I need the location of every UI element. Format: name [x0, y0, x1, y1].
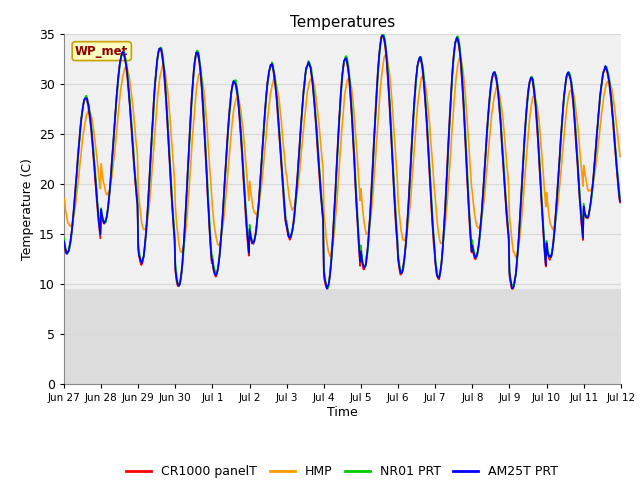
- NR01 PRT: [379, 30, 387, 36]
- AM25T PRT: [213, 270, 221, 276]
- HMP: [410, 146, 418, 152]
- CR1000 panelT: [616, 200, 624, 205]
- NR01 PRT: [616, 195, 624, 201]
- AM25T PRT: [428, 200, 435, 205]
- NR01 PRT: [428, 195, 435, 201]
- Line: HMP: HMP: [64, 55, 620, 258]
- AM25T PRT: [616, 199, 624, 204]
- CR1000 panelT: [378, 33, 386, 39]
- AM25T PRT: [184, 168, 191, 174]
- CR1000 panelT: [70, 203, 78, 209]
- CR1000 panelT: [213, 269, 221, 275]
- AM25T PRT: [379, 33, 387, 38]
- AM25T PRT: [127, 121, 135, 127]
- Title: Temperatures: Temperatures: [290, 15, 395, 30]
- AM25T PRT: [412, 89, 419, 95]
- X-axis label: Time: Time: [327, 406, 358, 419]
- HMP: [616, 154, 624, 159]
- HMP: [427, 136, 435, 142]
- Line: NR01 PRT: NR01 PRT: [64, 33, 620, 288]
- Legend: CR1000 panelT, HMP, NR01 PRT, AM25T PRT: CR1000 panelT, HMP, NR01 PRT, AM25T PRT: [122, 460, 563, 480]
- NR01 PRT: [412, 91, 419, 97]
- NR01 PRT: [184, 174, 191, 180]
- AM25T PRT: [323, 286, 331, 291]
- Bar: [64, 289, 621, 384]
- AM25T PRT: [70, 204, 78, 210]
- NR01 PRT: [70, 206, 78, 212]
- Y-axis label: Temperature (C): Temperature (C): [20, 158, 33, 260]
- NR01 PRT: [60, 235, 68, 241]
- HMP: [70, 212, 78, 217]
- HMP: [184, 204, 191, 210]
- CR1000 panelT: [427, 192, 435, 197]
- CR1000 panelT: [410, 98, 418, 104]
- Line: CR1000 panelT: CR1000 panelT: [64, 36, 620, 289]
- Line: AM25T PRT: AM25T PRT: [64, 36, 620, 288]
- HMP: [513, 255, 520, 261]
- HMP: [213, 239, 221, 245]
- HMP: [127, 90, 135, 96]
- CR1000 panelT: [509, 286, 516, 292]
- NR01 PRT: [127, 116, 135, 122]
- CR1000 panelT: [184, 168, 191, 173]
- NR01 PRT: [213, 270, 221, 276]
- CR1000 panelT: [60, 241, 68, 247]
- AM25T PRT: [60, 239, 68, 244]
- HMP: [60, 195, 68, 201]
- CR1000 panelT: [127, 124, 135, 130]
- Text: WP_met: WP_met: [75, 45, 129, 58]
- NR01 PRT: [324, 285, 332, 290]
- HMP: [381, 52, 388, 58]
